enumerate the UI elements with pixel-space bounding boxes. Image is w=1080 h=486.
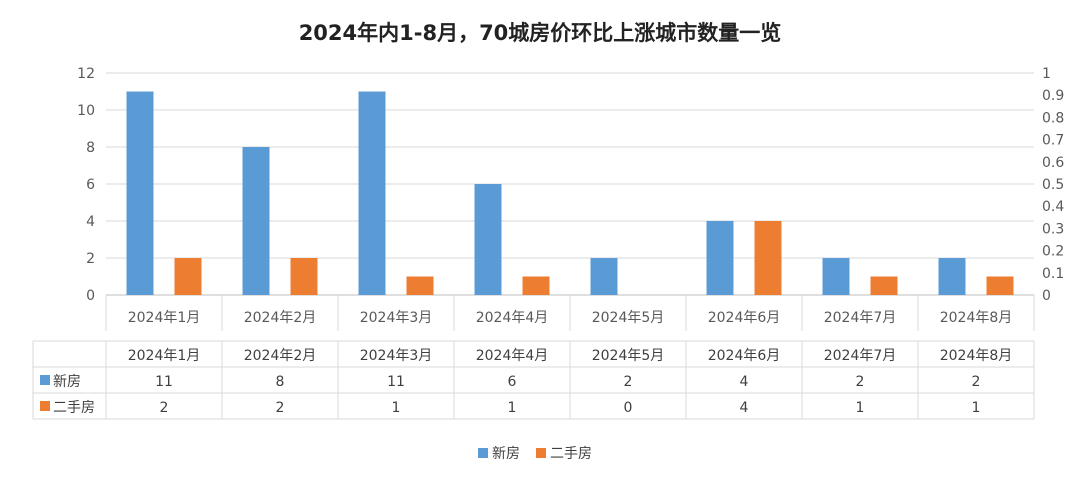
table-header-cell: 2024年3月 <box>360 348 433 364</box>
chart-title: 2024年内1-8月，70城房价环比上涨城市数量一览 <box>299 21 782 45</box>
data-table: 2024年1月 2024年2月 2024年3月 2024年4月 2024年5月 2024年… <box>32 340 1035 420</box>
y2-tick-label: 0.2 <box>1042 244 1064 260</box>
table-series-name: 新房 <box>53 374 81 390</box>
y2-tick-label: 1 <box>1042 66 1051 82</box>
bar-second-hand <box>522 276 550 295</box>
bar-second-hand <box>986 276 1014 295</box>
y2-tick-label: 0.8 <box>1042 110 1064 126</box>
y2-tick-label: 0.4 <box>1042 199 1064 215</box>
table-header-cell: 2024年2月 <box>244 348 317 364</box>
bars <box>126 91 1014 295</box>
bar-new <box>358 91 386 295</box>
y-tick-label: 2 <box>86 251 95 267</box>
table-header-cell: 2024年1月 <box>128 348 201 364</box>
table-value-cell: 11 <box>387 374 405 390</box>
bar-second-hand <box>290 258 318 295</box>
legend-label: 二手房 <box>550 446 592 462</box>
table-value-cell: 6 <box>508 374 517 390</box>
table-value-cell: 1 <box>972 400 981 416</box>
table-value-cell: 11 <box>155 374 173 390</box>
y-tick-label: 4 <box>86 214 95 230</box>
y2-tick-label: 0.5 <box>1042 177 1064 193</box>
y-tick-label: 12 <box>77 66 95 82</box>
y2-tick-label: 0.1 <box>1042 266 1064 282</box>
table-value-cell: 2 <box>276 400 285 416</box>
table-series-swatch <box>40 375 50 385</box>
table-value-cell: 2 <box>972 374 981 390</box>
x-tick-label: 2024年8月 <box>940 310 1013 326</box>
bar-new <box>822 258 850 295</box>
x-axis-categories: 2024年1月 2024年2月 2024年3月 2024年4月 2024年5月 2024年… <box>105 295 1035 331</box>
x-tick-label: 2024年7月 <box>824 310 897 326</box>
legend: 新房 二手房 <box>478 446 592 462</box>
x-tick-label: 2024年3月 <box>360 310 433 326</box>
table-series-swatch <box>40 401 50 411</box>
table-header-cell: 2024年7月 <box>824 348 897 364</box>
bar-new <box>706 221 734 295</box>
y2-tick-label: 0 <box>1042 288 1051 304</box>
table-value-cell: 2 <box>624 374 633 390</box>
y-tick-label: 0 <box>86 288 95 304</box>
table-header-cell: 2024年8月 <box>940 348 1013 364</box>
bar-second-hand <box>174 258 202 295</box>
y-tick-label: 10 <box>77 103 95 119</box>
bar-new <box>590 258 618 295</box>
table-value-cell: 0 <box>624 400 633 416</box>
legend-label: 新房 <box>492 446 520 462</box>
bar-new <box>474 184 502 295</box>
table-header-cell: 2024年4月 <box>476 348 549 364</box>
table-value-cell: 4 <box>740 400 749 416</box>
y2-tick-label: 0.6 <box>1042 155 1064 171</box>
table-header-cell: 2024年5月 <box>592 348 665 364</box>
x-tick-label: 2024年4月 <box>476 310 549 326</box>
y-tick-label: 6 <box>86 177 95 193</box>
table-header-cell: 2024年6月 <box>708 348 781 364</box>
bar-second-hand <box>406 276 434 295</box>
y-axis-left: 0 2 4 6 8 10 12 <box>77 66 95 304</box>
bar-new <box>126 91 154 295</box>
y-axis-right: 0 0.1 0.2 0.3 0.4 0.5 0.6 0.7 0.8 0.9 1 <box>1042 66 1064 304</box>
bar-new <box>938 258 966 295</box>
x-tick-label: 2024年2月 <box>244 310 317 326</box>
x-tick-label: 2024年5月 <box>592 310 665 326</box>
x-tick-label: 2024年1月 <box>128 310 201 326</box>
bar-second-hand <box>754 221 782 295</box>
table-value-cell: 1 <box>392 400 401 416</box>
y2-tick-label: 0.3 <box>1042 221 1064 237</box>
table-value-cell: 1 <box>856 400 865 416</box>
bar-new <box>242 147 270 295</box>
y2-tick-label: 0.9 <box>1042 88 1064 104</box>
legend-swatch <box>478 448 488 458</box>
x-tick-label: 2024年6月 <box>708 310 781 326</box>
y-tick-label: 8 <box>86 140 95 156</box>
table-value-cell: 4 <box>740 374 749 390</box>
table-value-cell: 2 <box>856 374 865 390</box>
table-value-cell: 8 <box>276 374 285 390</box>
table-series-name: 二手房 <box>53 400 95 416</box>
legend-swatch <box>536 448 546 458</box>
table-value-cell: 1 <box>508 400 517 416</box>
y2-tick-label: 0.7 <box>1042 133 1064 149</box>
table-value-cell: 2 <box>160 400 169 416</box>
bar-second-hand <box>870 276 898 295</box>
